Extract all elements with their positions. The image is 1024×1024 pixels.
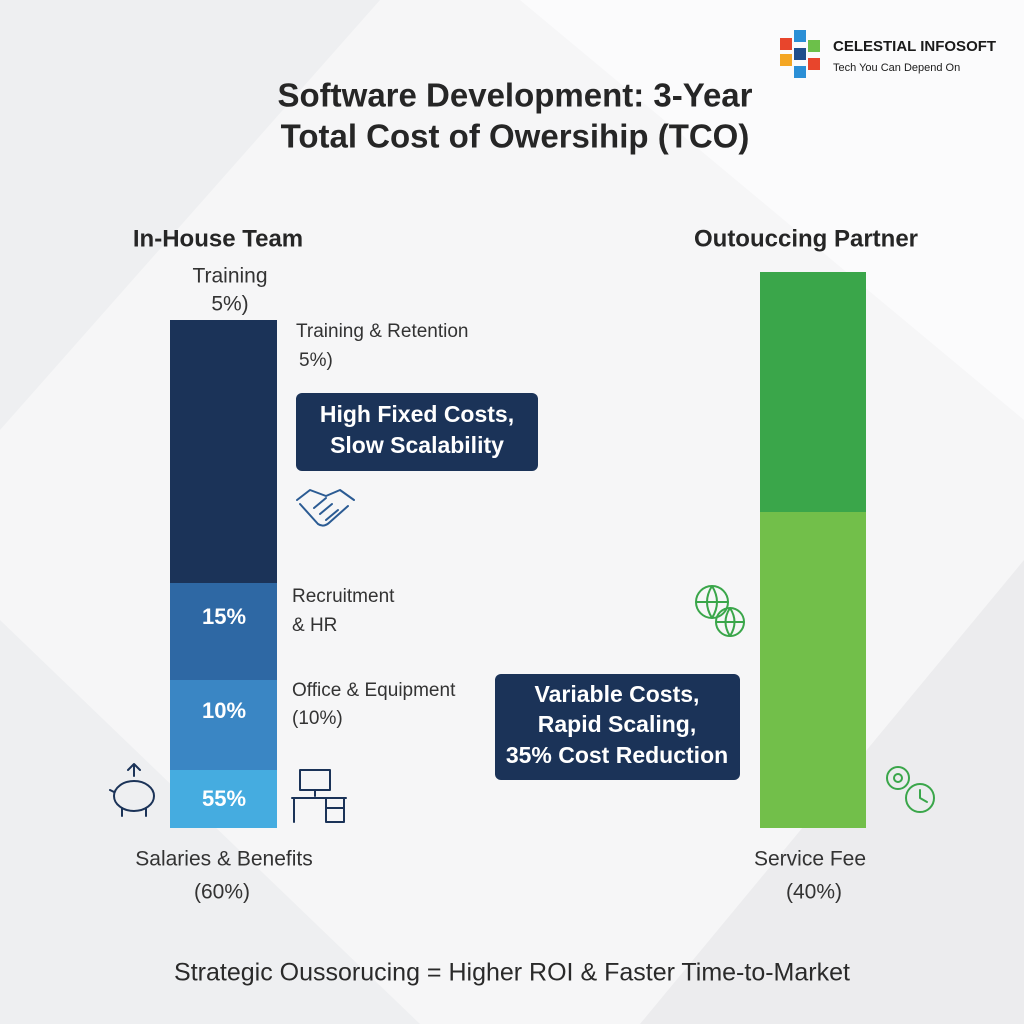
- title: Software Development: 3-Year: [278, 77, 753, 114]
- bar-segment: [170, 770, 277, 828]
- logo-icon: [780, 30, 820, 78]
- bar-segment: [170, 583, 277, 681]
- label: 5%): [299, 350, 333, 371]
- column-heading: Outouccing Partner: [694, 225, 918, 252]
- bg-shape: [0, 0, 380, 430]
- gear-clock-icon: [886, 766, 935, 813]
- callout-text: 35% Cost Reduction: [506, 742, 728, 768]
- label: (60%): [194, 881, 250, 904]
- bar-segment: [170, 320, 277, 584]
- handshake-icon: [296, 489, 355, 527]
- callout-box: [495, 674, 740, 780]
- title: Total Cost of Owersihip (TCO): [281, 118, 750, 155]
- label: (40%): [786, 881, 842, 904]
- label: (10%): [292, 708, 343, 729]
- bg-shape: [520, 0, 1024, 420]
- globe-icon: [695, 585, 745, 637]
- logo-name: CELESTIAL INFOSOFT: [833, 38, 996, 55]
- label: & HR: [292, 615, 337, 636]
- segment-label: 55%: [202, 786, 246, 811]
- label: Office & Equipment: [292, 680, 456, 701]
- label: Training & Retention: [296, 321, 469, 342]
- label: Salaries & Benefits: [135, 848, 312, 871]
- callout-text: Slow Scalability: [330, 432, 504, 458]
- desk-icon: [291, 769, 347, 823]
- bar-segment: [760, 272, 866, 513]
- segment-label: 15%: [202, 604, 246, 629]
- bar-segment: [760, 512, 866, 828]
- column-heading: In-House Team: [133, 225, 303, 252]
- callout-text: High Fixed Costs,: [320, 401, 514, 427]
- label: 5%): [211, 293, 248, 316]
- piggy-bank-icon: [109, 763, 155, 817]
- segment-label: 10%: [202, 698, 246, 723]
- label: Service Fee: [754, 848, 866, 871]
- bar-segment: [170, 680, 277, 771]
- footer: Strategic Oussorucing = Higher ROI & Fas…: [174, 959, 850, 987]
- callout-box: [296, 393, 538, 471]
- label: Recruitment: [292, 586, 395, 607]
- callout-text: Variable Costs,: [535, 681, 700, 707]
- logo-tagline: Tech You Can Depend On: [833, 62, 960, 74]
- callout-text: Rapid Scaling,: [538, 711, 696, 737]
- label: Training: [192, 265, 267, 288]
